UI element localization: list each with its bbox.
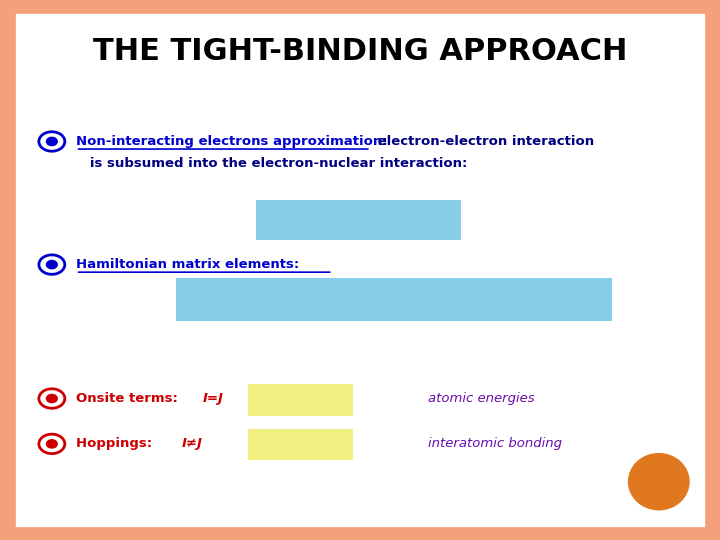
Bar <box>176 278 612 321</box>
Text: THE TIGHT-BINDING APPROACH: THE TIGHT-BINDING APPROACH <box>93 37 627 66</box>
Circle shape <box>47 261 57 268</box>
Text: I=J: I=J <box>203 392 224 405</box>
Text: is subsumed into the electron-nuclear interaction:: is subsumed into the electron-nuclear in… <box>76 157 467 170</box>
Text: interatomic bonding: interatomic bonding <box>428 437 562 450</box>
Text: atomic energies: atomic energies <box>428 392 535 405</box>
Bar <box>248 429 353 460</box>
Circle shape <box>47 440 57 448</box>
Text: Non-interacting electrons approximation:: Non-interacting electrons approximation: <box>76 135 387 148</box>
Circle shape <box>47 138 57 145</box>
Text: Hamiltonian matrix elements:: Hamiltonian matrix elements: <box>76 258 299 271</box>
Text: I≠J: I≠J <box>181 437 202 450</box>
Bar <box>248 384 353 416</box>
Text: Onsite terms:: Onsite terms: <box>76 392 182 405</box>
Bar <box>256 200 461 240</box>
Text: Hoppings:: Hoppings: <box>76 437 156 450</box>
Circle shape <box>47 395 57 402</box>
Ellipse shape <box>629 454 689 510</box>
Text: electron-electron interaction: electron-electron interaction <box>373 135 594 148</box>
